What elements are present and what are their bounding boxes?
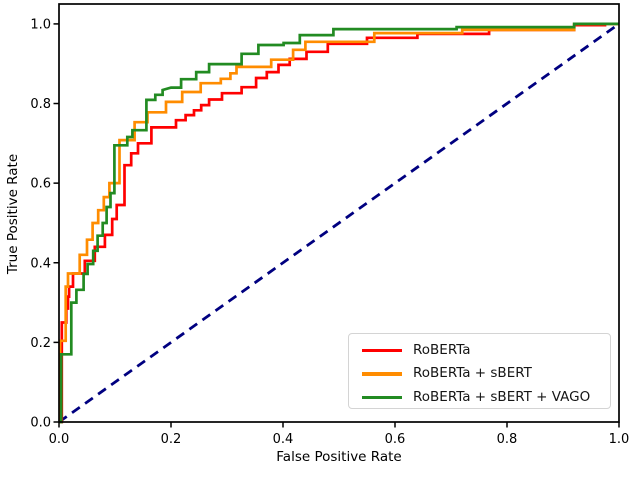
x-tick-label: 0.4 bbox=[273, 432, 294, 447]
legend-label: RoBERTa + sBERT bbox=[413, 365, 532, 382]
x-tick-label: 0.2 bbox=[161, 432, 182, 447]
y-tick-label: 0.6 bbox=[30, 177, 51, 192]
x-tick-label: 0.6 bbox=[385, 432, 406, 447]
y-tick-label: 0.4 bbox=[30, 256, 51, 271]
legend-box: RoBERTa RoBERTa + sBERT RoBERTa + sBERT … bbox=[348, 333, 611, 409]
y-tick-label: 0.0 bbox=[30, 416, 51, 431]
y-axis-label: True Positive Rate bbox=[5, 154, 21, 275]
roc-curve-roberta-sbert bbox=[58, 22, 619, 424]
axes-spines bbox=[58, 3, 620, 423]
legend-item-roberta-sbert: RoBERTa + sBERT bbox=[349, 362, 610, 385]
legend-line-orange bbox=[362, 372, 402, 376]
legend-line-green bbox=[362, 395, 402, 400]
legend-item-roberta-sbert-vago: RoBERTa + sBERT + VAGO bbox=[349, 386, 610, 409]
x-tick-label: 0.0 bbox=[49, 432, 70, 447]
legend-line-red bbox=[362, 348, 402, 353]
roc-curve-roberta-sbert-vago bbox=[59, 22, 619, 424]
legend-label: RoBERTa bbox=[413, 341, 471, 358]
y-tick-label: 0.2 bbox=[30, 336, 51, 351]
y-tick-label: 0.8 bbox=[30, 97, 51, 112]
legend-label: RoBERTa + sBERT + VAGO bbox=[413, 388, 591, 405]
x-axis-label: False Positive Rate bbox=[276, 449, 401, 465]
chance-diagonal-line bbox=[58, 22, 620, 424]
x-tick-label: 0.8 bbox=[497, 432, 518, 447]
legend-item-roberta: RoBERTa bbox=[349, 339, 610, 362]
x-tick-label: 1.0 bbox=[609, 432, 630, 447]
y-tick-label: 1.0 bbox=[30, 17, 51, 32]
